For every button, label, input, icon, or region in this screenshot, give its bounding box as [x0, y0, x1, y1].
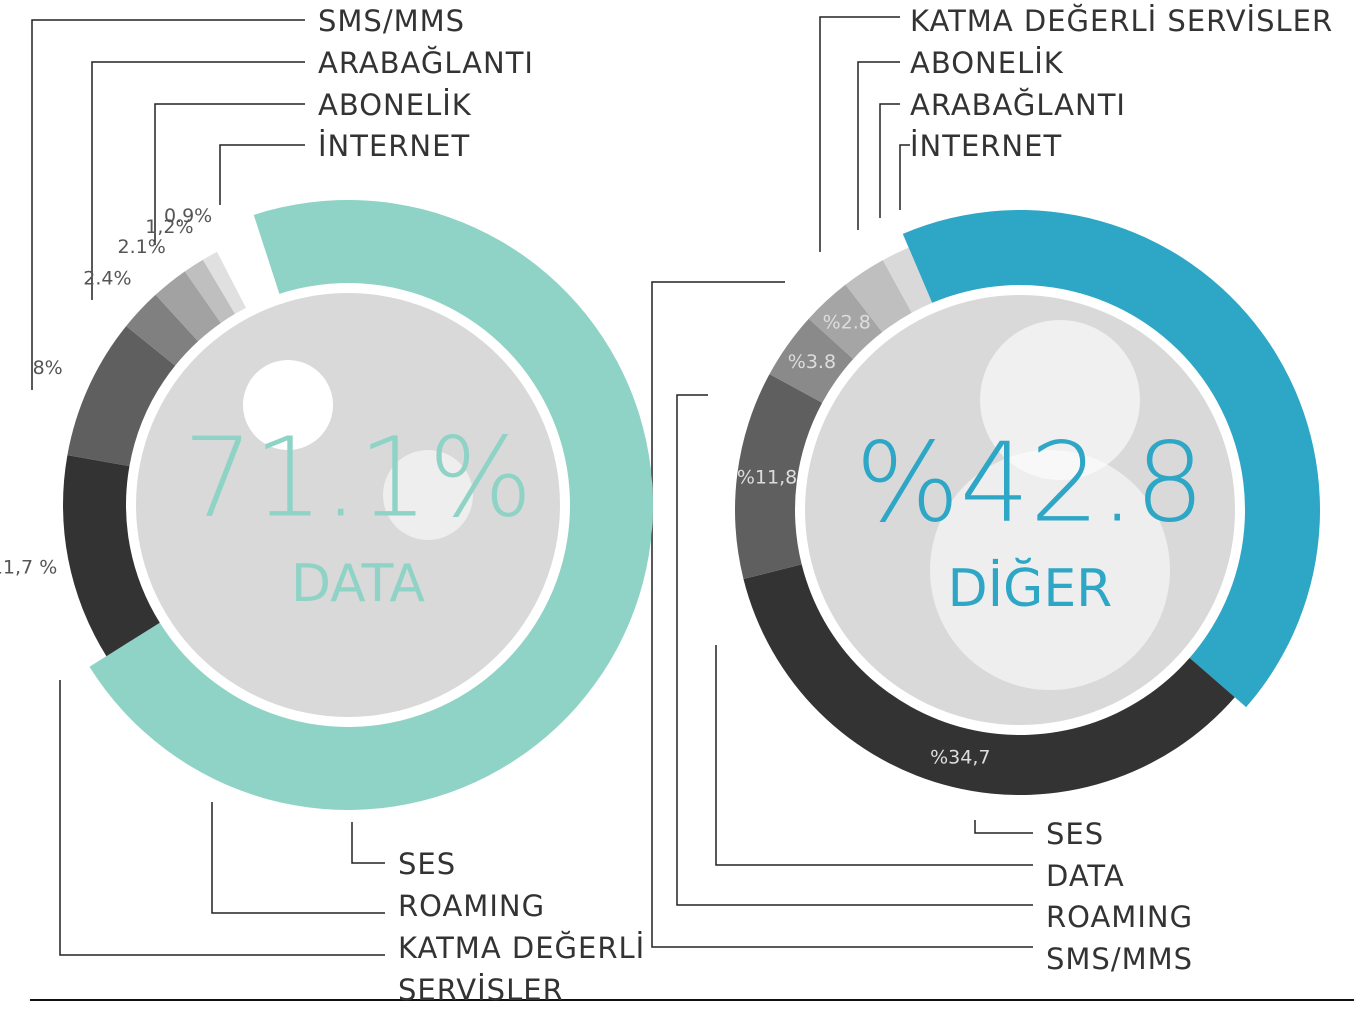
- leader: [31, 19, 305, 390]
- donut-segment: [89, 200, 653, 810]
- center-label: DİĞER: [948, 557, 1113, 619]
- donut-segment: [62, 455, 160, 657]
- leader: [91, 61, 305, 300]
- legend-label: ROAMING: [1046, 900, 1194, 934]
- value-label: %34,7: [930, 746, 990, 768]
- legend-label: ARABAĞLANTI: [318, 46, 534, 80]
- logo-shape: [383, 450, 473, 540]
- leader: [211, 802, 385, 914]
- leader: [351, 822, 385, 864]
- legend-label: DATA: [1046, 859, 1125, 893]
- value-label: 11,7 %: [0, 556, 57, 578]
- leader: [715, 645, 1033, 866]
- leader: [899, 144, 910, 210]
- legend-label: SES: [1046, 817, 1105, 851]
- legend-label: ARABAĞLANTI: [910, 88, 1126, 122]
- donut-segment: [184, 259, 235, 323]
- logo-shape: [930, 450, 1170, 690]
- leader: [819, 16, 900, 252]
- donut-segment: [769, 318, 854, 403]
- logo-shape: [243, 360, 333, 450]
- legend-label: ROAMING: [398, 889, 546, 923]
- donut-segment: [202, 251, 246, 314]
- legend-label: KATMA DEĞERLİ SERVİSLER: [398, 931, 646, 1007]
- legend-label: ABONELİK: [910, 46, 1064, 80]
- leader: [676, 394, 1033, 906]
- value-label: 8%: [33, 357, 63, 379]
- donut-segment: [126, 294, 199, 366]
- leader: [154, 103, 305, 245]
- leader: [974, 820, 1033, 834]
- leader: [59, 680, 385, 956]
- donut-segment: [743, 564, 1235, 795]
- value-label: %11,8: [737, 466, 797, 488]
- leader: [219, 144, 305, 205]
- legend-label: SES: [398, 847, 457, 881]
- donut-segment: [902, 210, 1320, 708]
- legend-label: SMS/MMS: [318, 4, 466, 38]
- center-value: %42.8: [855, 418, 1204, 546]
- donut-segment: [735, 374, 823, 579]
- leader: [879, 103, 900, 218]
- donut-segment: [845, 260, 912, 333]
- value-label: 2.1%: [118, 236, 166, 258]
- legend-label: İNTERNET: [318, 129, 471, 163]
- legend-label: İNTERNET: [910, 129, 1063, 163]
- center-value: 71.1%: [183, 413, 532, 541]
- leader: [857, 61, 900, 230]
- donut-segment: [808, 284, 883, 359]
- value-label: 2.4%: [83, 268, 131, 290]
- legend-label: SMS/MMS: [1046, 942, 1194, 976]
- center-label: DATA: [291, 554, 425, 614]
- donut-segment: [882, 247, 933, 313]
- donut-segment: [67, 326, 176, 467]
- value-label: %2.8: [823, 311, 871, 333]
- value-label: 1,2%: [145, 216, 193, 238]
- legend-label: ABONELİK: [318, 88, 472, 122]
- value-label: %3.8: [788, 351, 836, 373]
- donut-chart: %34,7 %11,8 %3.8 %2.8 %42.8 DİĞER: [735, 210, 1320, 795]
- leader: [651, 281, 1033, 948]
- legend-label: KATMA DEĞERLİ SERVİSLER: [910, 4, 1334, 38]
- donut-chart: 11,7 % 8% 2.4% 2.1%1,2%0.9% 71.1% DATA: [0, 200, 653, 810]
- logo-shape: [980, 320, 1140, 480]
- value-label: 0.9%: [164, 205, 212, 227]
- inner-disk: [136, 293, 560, 717]
- donut-segment: [155, 271, 221, 342]
- leader-lines: [30, 16, 1354, 1001]
